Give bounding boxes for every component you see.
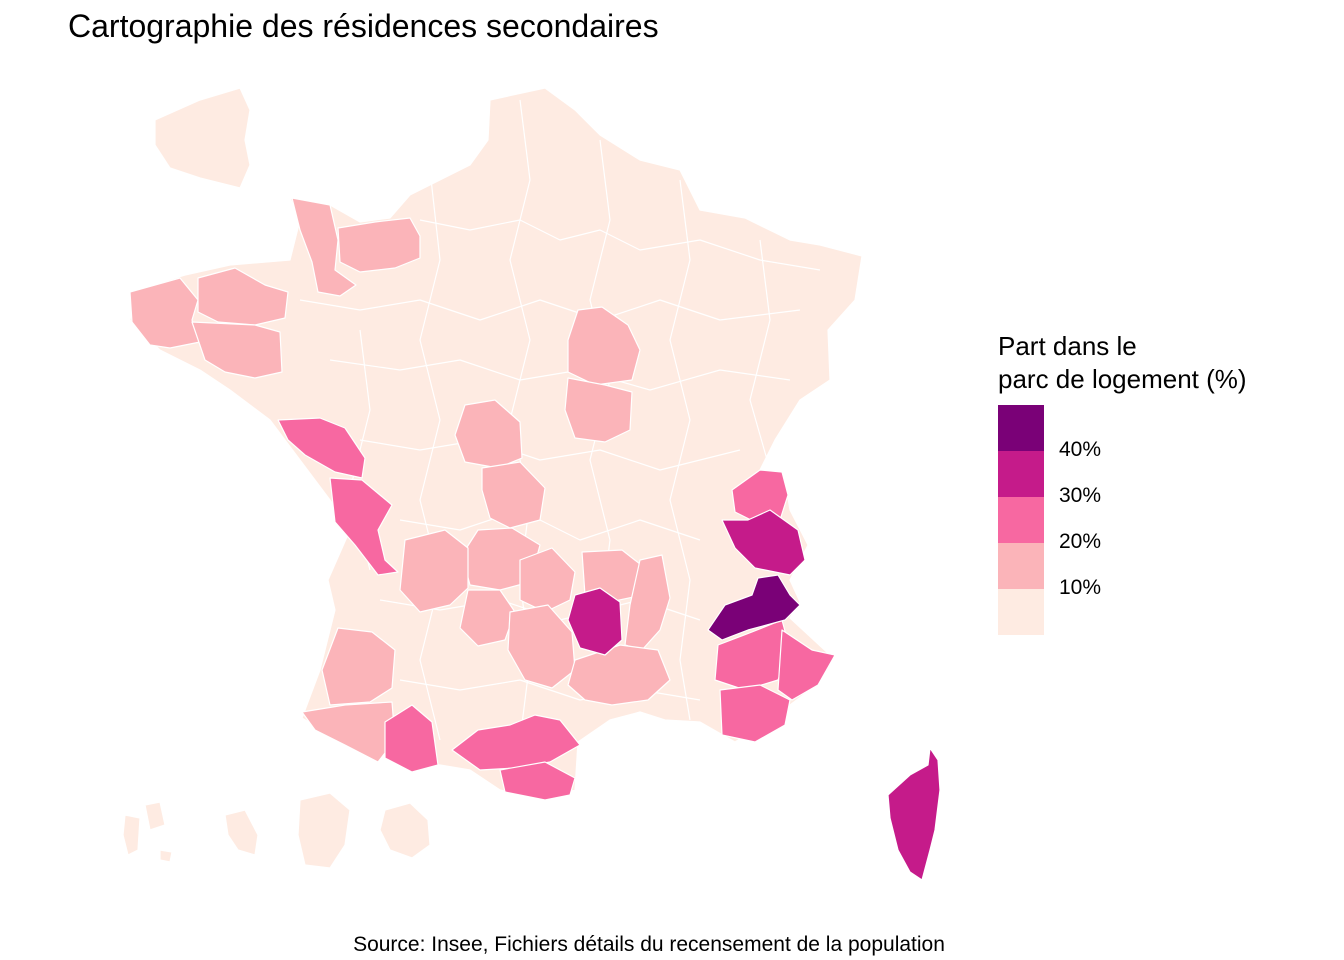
- legend-title-line-1: Part dans le: [998, 331, 1137, 361]
- legend-swatch-0-10: [998, 589, 1044, 635]
- region-gard[interactable]: [567, 644, 671, 706]
- legend-swatch-10-20: [998, 543, 1044, 589]
- region-var[interactable]: [719, 684, 791, 743]
- region-overseas-1[interactable]: [154, 87, 251, 189]
- region-pyrenees-atlantiques[interactable]: [301, 701, 396, 763]
- region-nievre[interactable]: [564, 377, 633, 443]
- region-pyrenees-orientales[interactable]: [499, 761, 576, 801]
- region-morbihan[interactable]: [191, 321, 283, 379]
- region-charente-maritime[interactable]: [329, 477, 399, 576]
- legend-label-10: 10%: [1059, 576, 1102, 599]
- region-aveyron[interactable]: [507, 604, 576, 689]
- region-cantal[interactable]: [519, 547, 576, 613]
- legend-swatch-30-40: [998, 451, 1044, 497]
- region-yonne[interactable]: [567, 306, 641, 386]
- region-manche[interactable]: [291, 197, 357, 297]
- legend-title: Part dans le parc de logement (%): [998, 330, 1247, 396]
- map-title: Cartographie des résidences secondaires: [68, 8, 659, 44]
- region-lot[interactable]: [459, 589, 516, 647]
- region-landes[interactable]: [321, 627, 396, 706]
- legend: Part dans le parc de logement (%) 40% 30…: [998, 330, 1247, 635]
- region-dordogne[interactable]: [399, 529, 469, 613]
- region-lozere[interactable]: [567, 587, 623, 656]
- region-ardeche[interactable]: [624, 554, 671, 651]
- legend-swatch-40-50: [998, 405, 1044, 451]
- region-hautes-alpes[interactable]: [707, 574, 801, 641]
- legend-title-line-2: parc de logement (%): [998, 364, 1247, 394]
- source-caption: Source: Insee, Fichiers détails du recen…: [353, 933, 945, 956]
- region-aude-herault[interactable]: [451, 714, 581, 771]
- region-hautes-pyrenees[interactable]: [384, 704, 439, 773]
- region-cotes-d-armor[interactable]: [197, 267, 289, 326]
- region-savoie[interactable]: [721, 509, 806, 576]
- region-creuse[interactable]: [481, 461, 546, 529]
- legend-swatch-20-30: [998, 497, 1044, 543]
- region-vendee[interactable]: [277, 417, 366, 479]
- legend-label-20: 20%: [1059, 530, 1102, 553]
- region-overseas-4[interactable]: [297, 792, 351, 869]
- region-corse[interactable]: [887, 747, 941, 881]
- region-calvados[interactable]: [337, 217, 421, 273]
- region-alpes-maritimes[interactable]: [777, 629, 836, 701]
- legend-label-30: 30%: [1059, 484, 1102, 507]
- region-overseas-2[interactable]: [122, 801, 173, 863]
- legend-label-40: 40%: [1059, 438, 1102, 461]
- region-overseas-3[interactable]: [224, 809, 259, 856]
- legend-colorbar: [998, 405, 1044, 635]
- region-haute-savoie[interactable]: [731, 469, 789, 523]
- region-overseas-5[interactable]: [379, 802, 431, 859]
